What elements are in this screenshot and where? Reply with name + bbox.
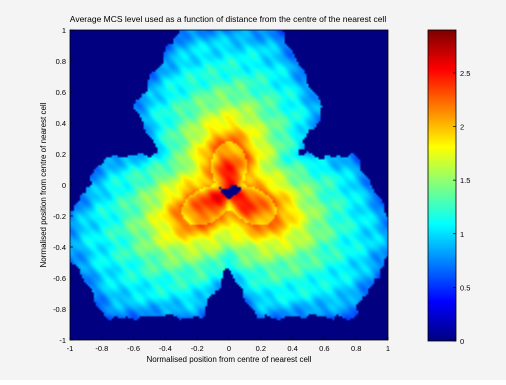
colorbar-gradient — [428, 30, 456, 341]
y-tick-label: -0.2 — [53, 212, 66, 221]
y-tick-label: -0.4 — [53, 243, 66, 252]
x-tick-label: 0.8 — [351, 344, 361, 353]
colorbar-tick-label: 2.5 — [460, 69, 470, 78]
colorbar-tick-label: 0.5 — [460, 283, 470, 292]
x-tick-label: 0.6 — [319, 344, 329, 353]
colorbar-tick-label: 1 — [460, 230, 464, 239]
chart-title: Average MCS level used as a function of … — [70, 14, 387, 24]
x-tick-label: -0.4 — [159, 344, 172, 353]
y-tick-label: 0.6 — [56, 88, 66, 97]
y-tick-label: 1 — [62, 26, 66, 35]
colorbar-tick-label: 1.5 — [460, 176, 470, 185]
x-tick-label: 0.2 — [256, 344, 266, 353]
heatmap-image — [70, 30, 388, 340]
y-tick-label: 0 — [62, 181, 66, 190]
plot-area — [69, 29, 389, 341]
y-axis-ticks: 1 0.8 0.6 0.4 0.2 0 -0.2 -0.4 -0.6 -0.8 -1 — [53, 26, 73, 345]
x-axis-label: Normalised position from centre of neare… — [147, 355, 312, 364]
y-axis-label: Normalised position from centre of neare… — [39, 102, 48, 267]
x-tick-label: -0.6 — [127, 344, 140, 353]
y-tick-label: -1 — [59, 336, 66, 345]
x-tick-label: -0.8 — [95, 344, 108, 353]
y-tick-label: 0.8 — [56, 57, 66, 66]
colorbar-border — [427, 29, 457, 342]
y-tick-label: -0.6 — [53, 274, 66, 283]
y-tick-label: 0.2 — [56, 150, 66, 159]
colorbar: 2.5 2 1.5 1 0.5 0 — [427, 29, 470, 346]
x-tick-label: 0.4 — [287, 344, 297, 353]
colorbar-tick-label: 0 — [460, 337, 464, 346]
x-tick-label: 0 — [227, 344, 231, 353]
y-tick-label: 0.4 — [56, 119, 66, 128]
colorbar-tick-label: 2 — [460, 123, 464, 132]
colorbar-ticks: 2.5 2 1.5 1 0.5 0 — [453, 69, 470, 346]
y-tick-label: -0.8 — [53, 305, 66, 314]
x-tick-label: -1 — [67, 344, 74, 353]
x-axis-ticks: -1 -0.8 -0.6 -0.4 -0.2 0 0.2 0.4 0.6 0.8 1 — [67, 337, 390, 353]
x-tick-label: 1 — [386, 344, 390, 353]
x-tick-label: -0.2 — [191, 344, 204, 353]
